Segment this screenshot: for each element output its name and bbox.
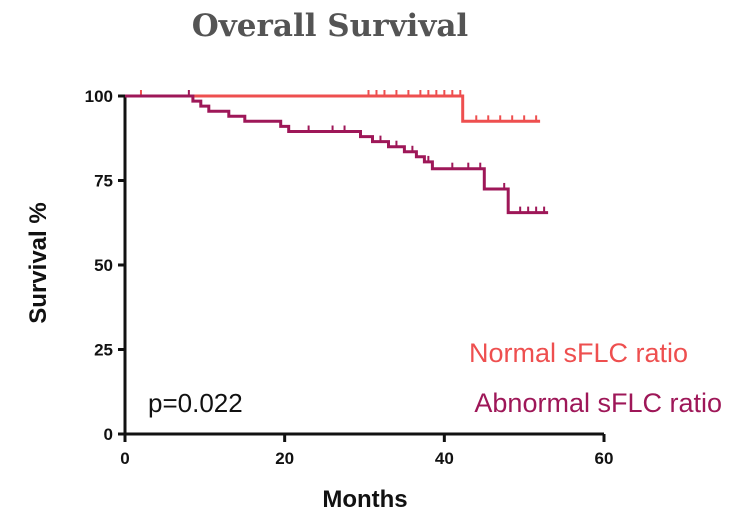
y-tick-label: 50 [94,256,113,275]
x-tick-label: 40 [435,449,454,468]
legend-normal-sflc-ratio: Normal sFLC ratio [469,338,688,368]
chart-title: Overall Survival [192,8,468,44]
x-tick-label: 0 [120,449,129,468]
y-tick-label: 25 [94,341,113,360]
y-tick-label: 75 [94,172,113,191]
ticks: 0 25 50 75 100 0 20 40 60 [85,87,614,468]
x-tick-label: 20 [275,449,294,468]
y-tick-label: 0 [104,425,113,444]
p-value-annotation: p=0.022 [148,388,243,418]
y-axis-label: Survival % [25,202,52,323]
y-tick-label: 100 [85,87,113,106]
legend-abnormal-sflc-ratio: Abnormal sFLC ratio [474,388,722,418]
series-line-1 [125,94,549,215]
x-tick-label: 60 [595,449,614,468]
series-line-0 [125,94,541,123]
axes [123,96,604,436]
x-axis-label: Months [322,486,407,513]
series-layer [125,90,549,215]
